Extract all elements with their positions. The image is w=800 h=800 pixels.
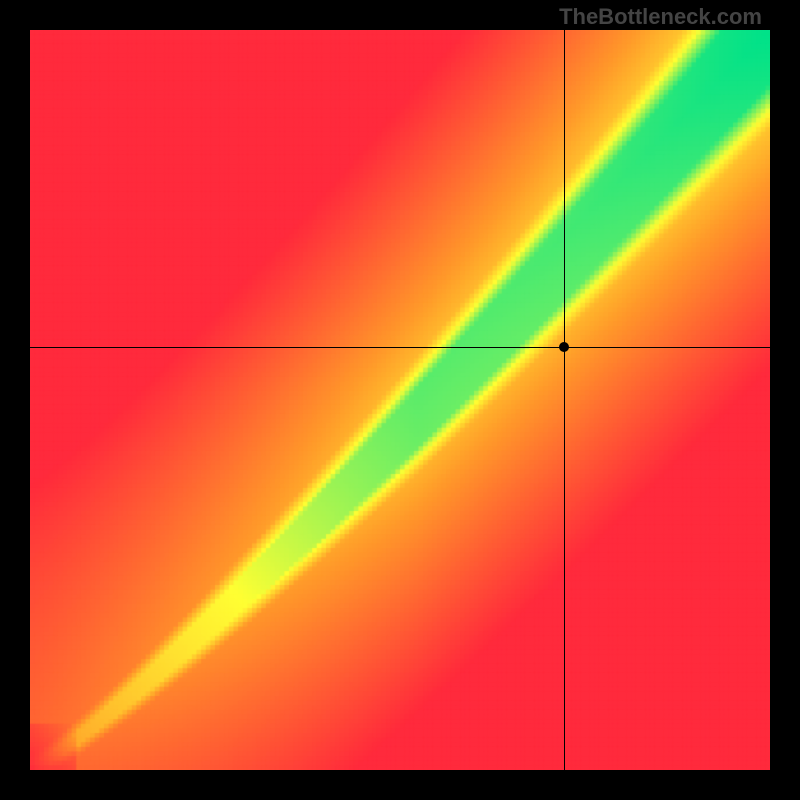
bottleneck-heatmap [30, 30, 770, 770]
selection-marker [559, 342, 569, 352]
crosshair-vertical [564, 30, 565, 770]
plot-area [30, 30, 770, 770]
crosshair-horizontal [30, 347, 770, 348]
watermark-text: TheBottleneck.com [559, 4, 762, 30]
